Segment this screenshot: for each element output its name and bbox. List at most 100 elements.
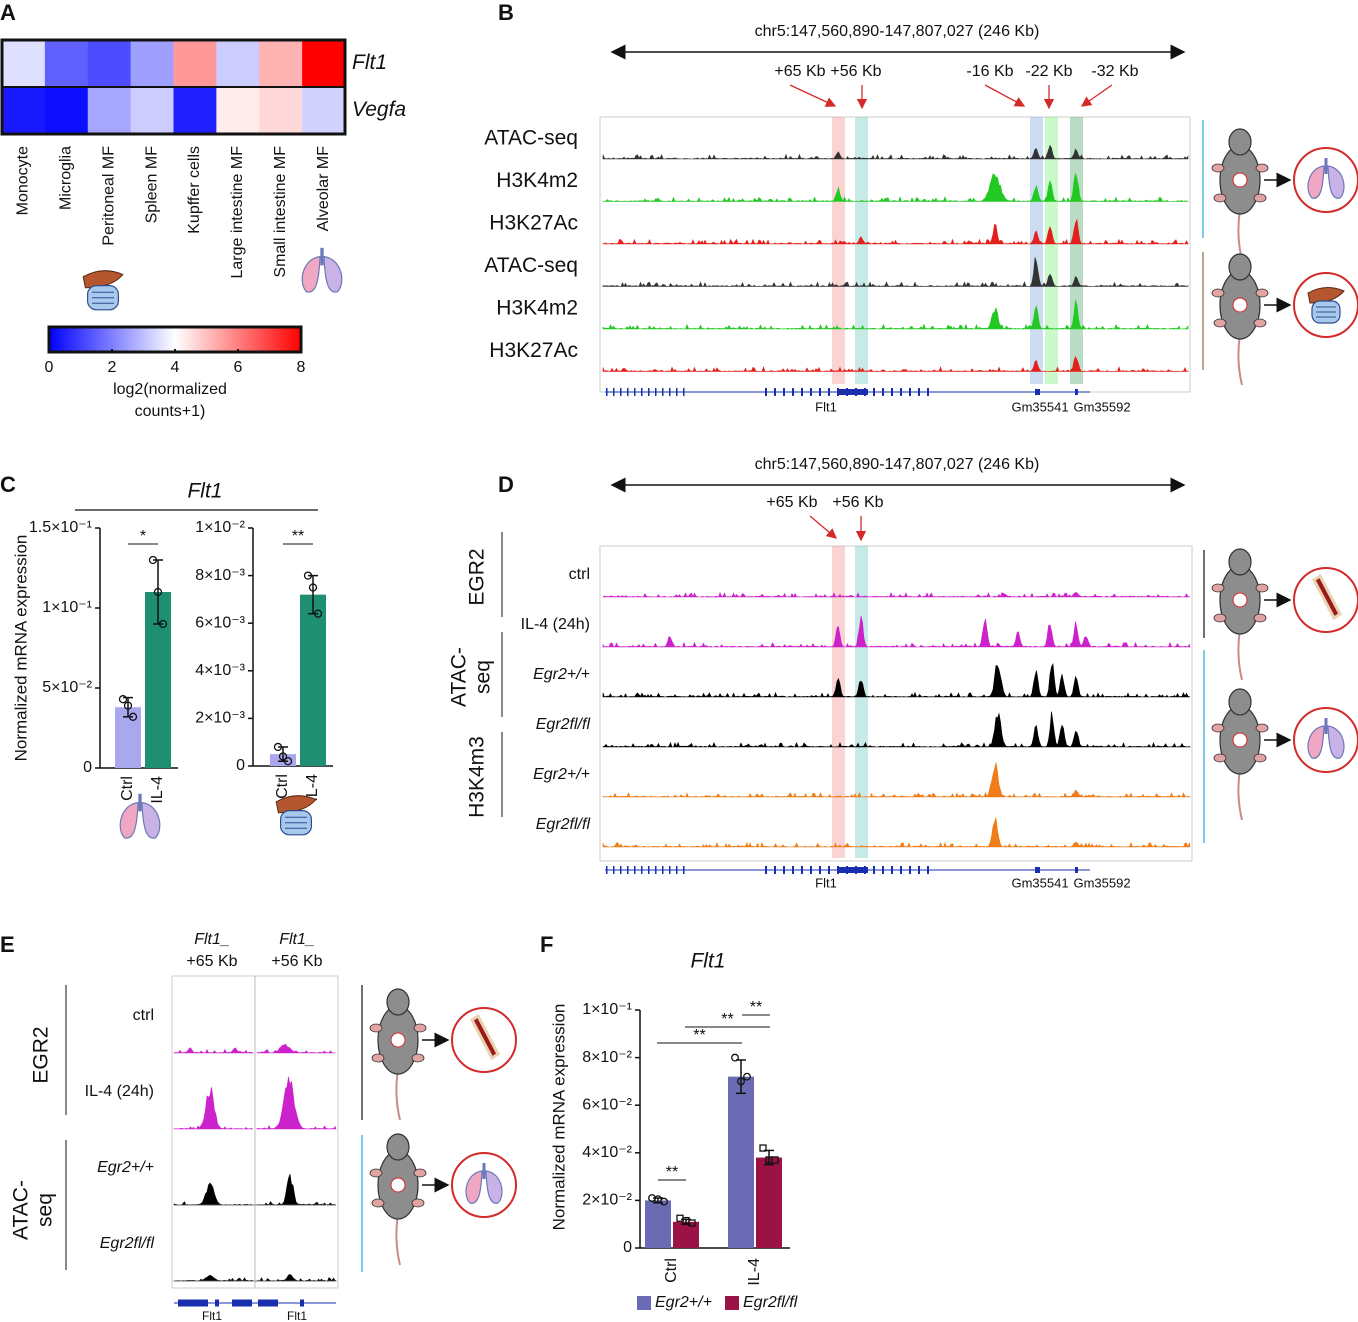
signal-track (602, 615, 1191, 648)
data-point (273, 742, 283, 752)
group-label: ATAC- (10, 1180, 33, 1240)
heatmap-cell (44, 40, 89, 87)
data-point (743, 1072, 751, 1081)
x-tick-label: IL-4 (746, 1258, 763, 1286)
gene-label: Flt1 (202, 1309, 222, 1322)
track-box (599, 545, 1193, 862)
mouse-paw (1211, 583, 1225, 593)
exon (918, 388, 920, 396)
track-label: H3K27Ac (489, 339, 578, 362)
heatmap-cell (130, 40, 174, 87)
x-tick-label: Ctrl (274, 774, 291, 799)
exon (774, 388, 776, 396)
track-box (599, 116, 1191, 393)
exon (676, 866, 678, 874)
chart-title: Flt1 (690, 950, 725, 973)
exon (258, 1299, 278, 1307)
panel-label: B (498, 0, 514, 25)
exon (882, 866, 884, 874)
mouse-paw (371, 1198, 385, 1208)
sample-label: IL-4 (24h) (521, 616, 590, 633)
sample-label: Egr2+/+ (533, 766, 590, 783)
y-tick-label: 0 (236, 757, 245, 774)
significance-label: ** (292, 528, 304, 545)
y-tick-label: 6×10⁻² (582, 1096, 632, 1113)
lung-icon (141, 801, 161, 839)
heatmap-cell (173, 40, 217, 87)
signal-track (602, 173, 1189, 202)
row-label: Flt1 (352, 51, 387, 74)
exon (1035, 389, 1040, 395)
exon (927, 866, 929, 874)
signal-track (173, 1047, 254, 1054)
gene-label: Gm35592 (1073, 399, 1130, 414)
legend-label: Egr2+/+ (655, 1294, 712, 1311)
mouse-paw (371, 1053, 385, 1063)
signal-track (602, 299, 1189, 330)
annotation-label: +65 Kb (774, 63, 825, 80)
error-bar (308, 574, 318, 615)
mouse-paw (369, 1168, 383, 1178)
exon (606, 388, 608, 396)
data-point (123, 701, 133, 710)
exon (891, 388, 893, 396)
exon (909, 866, 911, 874)
data-point (313, 609, 323, 618)
column-label: Small intestine MF (272, 146, 289, 278)
mouse-paw (1253, 193, 1267, 203)
signal-track (602, 355, 1189, 372)
y-tick-label: 8×10⁻³ (195, 567, 245, 584)
signal-track (602, 591, 1191, 598)
exon (918, 866, 920, 874)
exon (683, 866, 685, 874)
highlight-band (855, 546, 868, 858)
data-point (660, 1197, 668, 1206)
mouse-paw (1255, 723, 1269, 733)
gene-label: Flt1 (815, 399, 837, 414)
signal-track (602, 144, 1189, 160)
mouse-tail (1237, 209, 1243, 261)
panel-label: F (540, 932, 553, 957)
lung-icon (1307, 165, 1325, 199)
heatmap-cell (216, 40, 260, 87)
bar (300, 594, 326, 766)
exon (300, 1299, 304, 1307)
exon (232, 1299, 252, 1307)
mouse-paw (1213, 318, 1227, 328)
mouse-tail (1237, 334, 1243, 386)
heatmap-cell (173, 87, 217, 134)
data-point (153, 587, 163, 597)
data-point (278, 752, 288, 761)
mouse-paw (413, 1023, 427, 1033)
chart-title: Flt1 (187, 480, 222, 503)
exon (648, 388, 650, 396)
annotation-label: +65 Kb (766, 494, 817, 511)
exon (634, 866, 636, 874)
colorbar-label: log2(normalized (113, 381, 227, 398)
colorbar-tick-label: 2 (108, 359, 117, 376)
mouse-organ-spot (390, 1032, 406, 1048)
mouse-paw (411, 1053, 425, 1063)
mouse-paw (369, 1023, 383, 1033)
track-label: ATAC-seq (484, 254, 578, 277)
exon (873, 866, 875, 874)
exon (669, 866, 671, 874)
y-tick-label: 8×10⁻² (582, 1049, 632, 1066)
exon (783, 866, 785, 874)
mouse-head (1228, 253, 1252, 281)
panel-label: E (0, 932, 15, 957)
data-point (283, 757, 293, 766)
error-bar (123, 696, 133, 718)
lung-icon (119, 801, 139, 839)
column-label: Alveolar MF (315, 146, 332, 232)
heatmap-cell (2, 87, 46, 134)
exon (873, 388, 875, 396)
exon (792, 866, 794, 874)
y-tick-label: 4×10⁻² (582, 1144, 632, 1161)
exon (627, 388, 629, 396)
legend-swatch (637, 1296, 651, 1310)
mouse-tail (395, 1214, 401, 1266)
y-tick-label: 4×10⁻³ (195, 662, 245, 679)
heatmap-cell (216, 87, 260, 134)
